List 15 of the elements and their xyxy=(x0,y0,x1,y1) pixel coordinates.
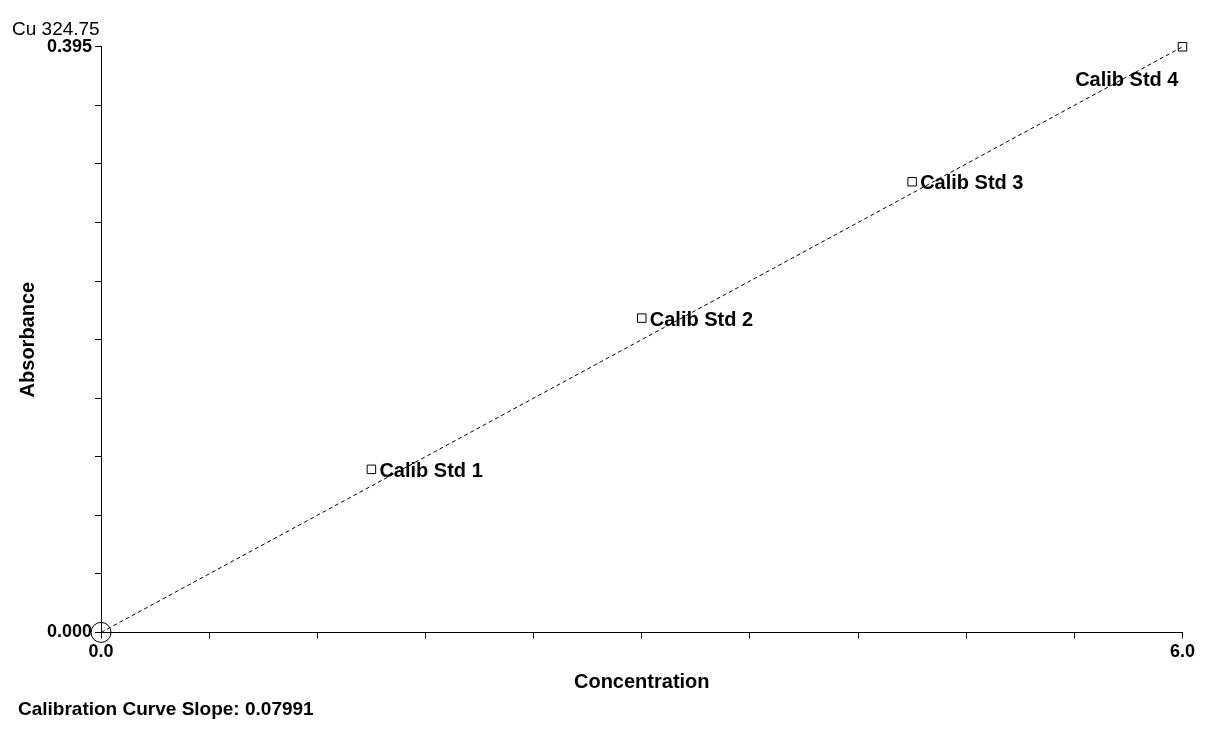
point xyxy=(90,621,112,643)
x-axis-title: Concentration xyxy=(573,669,710,692)
annotation: Calib Std 4 xyxy=(1075,68,1180,91)
annotation: Calib Std 1 xyxy=(379,458,483,481)
point xyxy=(907,176,917,187)
text: Calibration Curve Slope: 0.07991 xyxy=(18,698,315,720)
point xyxy=(637,313,647,323)
point xyxy=(1177,42,1188,52)
x-tick-label: 6.0 xyxy=(1169,641,1195,662)
annotation: Calib Std 3 xyxy=(920,171,1024,194)
y-tick-label: 0.000 xyxy=(47,621,93,642)
y-axis-title: Absorbance xyxy=(15,281,38,398)
point xyxy=(366,464,377,475)
annotation: Calib Std 2 xyxy=(649,307,754,330)
x-tick-label: 0.0 xyxy=(88,641,114,662)
